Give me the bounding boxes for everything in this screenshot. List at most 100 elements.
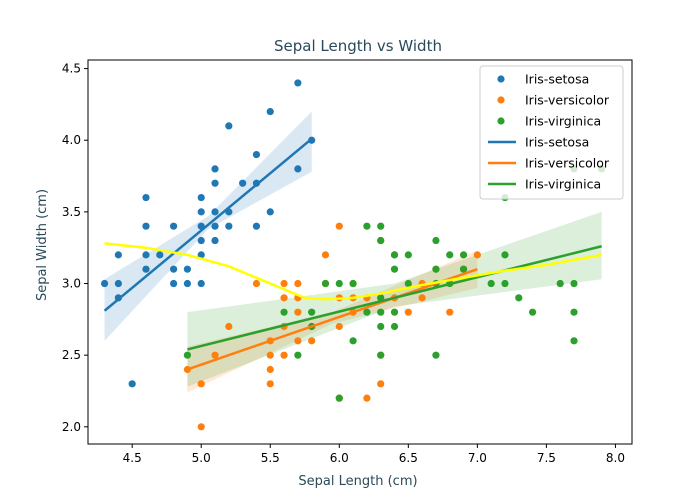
data-point-iris-versicolor <box>363 394 371 402</box>
legend-label-iris-virginica: Iris-virginica <box>525 114 601 129</box>
data-point-iris-setosa <box>294 165 302 173</box>
data-point-iris-setosa <box>156 251 164 259</box>
data-point-iris-virginica <box>432 236 440 245</box>
data-point-iris-versicolor <box>377 380 385 388</box>
y-tick-label: 4.5 <box>62 62 81 76</box>
data-point-iris-setosa <box>197 251 205 259</box>
data-point-iris-versicolor <box>308 337 316 345</box>
x-tick-label: 7.5 <box>537 451 556 465</box>
data-point-iris-virginica <box>570 308 578 316</box>
data-point-iris-virginica <box>528 308 537 316</box>
regression-line-iris-versicolor <box>187 268 478 371</box>
legend-label-iris-setosa: Iris-setosa <box>525 72 589 87</box>
data-point-iris-versicolor <box>294 308 302 316</box>
data-point-iris-virginica <box>390 265 399 273</box>
data-point-iris-versicolor <box>225 322 233 331</box>
data-point-iris-versicolor <box>280 294 288 302</box>
data-point-iris-versicolor <box>404 308 412 316</box>
data-point-iris-virginica <box>390 251 399 259</box>
data-point-iris-setosa <box>170 279 178 288</box>
y-tick-label: 2.5 <box>62 348 81 362</box>
data-point-iris-virginica <box>363 308 371 316</box>
data-point-iris-virginica <box>335 279 343 288</box>
data-point-iris-virginica <box>377 308 385 316</box>
data-point-iris-versicolor <box>280 351 288 359</box>
data-point-iris-virginica <box>294 351 302 359</box>
x-tick-label: 4.5 <box>123 451 142 465</box>
data-point-iris-versicolor <box>446 308 454 316</box>
data-point-iris-setosa <box>294 79 302 87</box>
data-point-iris-setosa <box>211 208 219 216</box>
data-point-iris-setosa <box>197 193 205 202</box>
x-tick-label: 5.0 <box>192 451 211 465</box>
data-point-iris-versicolor <box>211 351 219 359</box>
confidence-band-iris-versicolor <box>187 250 478 393</box>
data-point-iris-setosa <box>211 222 219 230</box>
data-point-iris-versicolor <box>335 222 343 230</box>
data-point-iris-setosa <box>183 265 192 273</box>
data-point-iris-setosa <box>252 222 261 230</box>
x-tick-label: 5.5 <box>261 451 280 465</box>
legend: Iris-setosa Iris-versicolor Iris-virginica… <box>479 65 624 200</box>
data-point-iris-versicolor <box>473 251 481 259</box>
data-point-iris-virginica <box>377 236 385 245</box>
data-point-iris-setosa <box>142 265 150 273</box>
data-point-iris-virginica <box>556 279 564 288</box>
data-point-iris-virginica <box>432 265 440 273</box>
data-point-iris-setosa <box>225 122 233 130</box>
data-point-iris-virginica <box>349 337 357 345</box>
data-point-iris-versicolor <box>266 365 274 374</box>
data-point-iris-setosa <box>252 150 261 159</box>
data-point-iris-setosa <box>266 208 274 216</box>
data-point-iris-setosa <box>239 179 247 187</box>
data-point-iris-virginica <box>432 351 440 359</box>
data-point-iris-versicolor <box>321 251 330 259</box>
data-point-iris-setosa <box>170 222 178 230</box>
data-point-iris-virginica <box>404 279 412 288</box>
y-tick-label: 4.0 <box>62 133 81 147</box>
data-point-iris-virginica <box>363 222 371 230</box>
x-tick-label: 8.0 <box>606 451 625 465</box>
data-point-iris-versicolor <box>294 279 302 288</box>
data-point-iris-setosa <box>183 279 192 288</box>
legend-label-iris-versicolor: Iris-versicolor <box>525 93 610 108</box>
data-point-iris-virginica <box>390 322 399 331</box>
data-point-iris-virginica <box>390 308 399 316</box>
data-point-iris-versicolor <box>418 294 426 302</box>
data-point-iris-setosa <box>211 165 219 173</box>
data-point-iris-setosa <box>142 222 150 230</box>
data-point-iris-virginica <box>487 279 495 288</box>
plot-frame <box>87 59 633 445</box>
data-point-iris-versicolor <box>266 380 274 388</box>
smooth-curve <box>104 242 602 301</box>
y-tick-label: 3.5 <box>62 205 81 219</box>
data-point-iris-virginica <box>308 308 316 316</box>
data-point-iris-versicolor <box>197 423 205 431</box>
regression-line-iris-virginica <box>187 245 602 351</box>
data-point-iris-virginica <box>515 294 523 302</box>
data-point-iris-virginica <box>335 394 343 402</box>
data-point-iris-virginica <box>377 351 385 359</box>
legend-box <box>479 65 624 200</box>
legend-marker-iris-virginica <box>497 117 505 125</box>
legend-label-iris-virginica: Iris-virginica <box>525 177 601 192</box>
x-tick-label: 6.5 <box>399 451 418 465</box>
y-tick-label: 3.0 <box>62 277 81 291</box>
data-point-iris-setosa <box>266 107 274 116</box>
legend-marker-iris-setosa <box>497 75 505 83</box>
data-point-iris-virginica <box>446 251 454 259</box>
chart-title: Sepal Length vs Width <box>274 37 442 55</box>
data-point-iris-versicolor <box>280 279 288 288</box>
data-point-iris-versicolor <box>197 380 205 388</box>
data-point-iris-setosa <box>225 222 233 230</box>
data-point-iris-virginica <box>321 279 330 288</box>
data-point-iris-virginica <box>183 351 192 359</box>
data-point-iris-virginica <box>280 308 288 316</box>
data-point-iris-setosa <box>128 380 136 388</box>
data-point-iris-virginica <box>459 251 468 259</box>
data-point-iris-setosa <box>114 279 122 288</box>
data-point-iris-setosa <box>197 236 205 245</box>
data-point-iris-setosa <box>197 279 205 288</box>
